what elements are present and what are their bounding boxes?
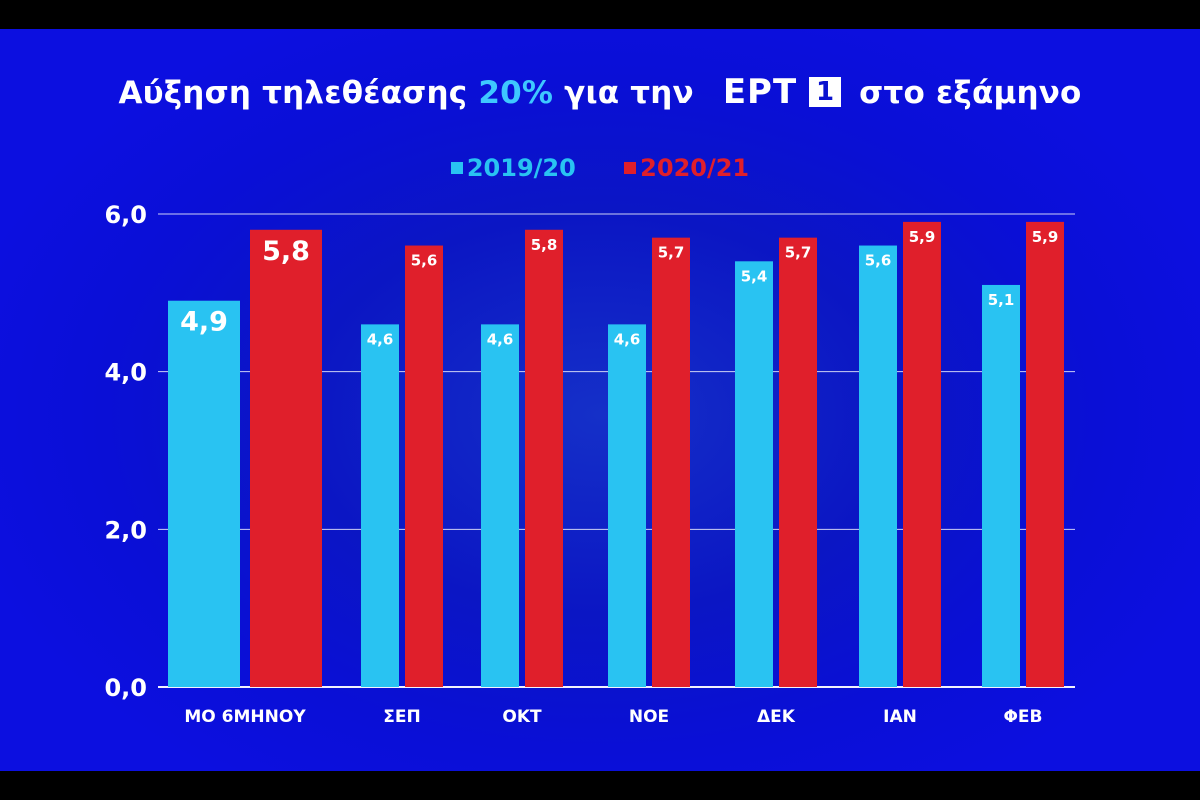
legend-label-2020-21: 2020/21 (640, 154, 750, 182)
x-tick-label: ΜΟ 6ΜΗΝΟΥ (184, 707, 306, 727)
y-tick-label: 0,0 (104, 674, 147, 702)
bar (903, 221, 941, 687)
data-label: 5,6 (411, 252, 438, 270)
y-tick-label: 6,0 (104, 201, 147, 229)
y-tick-label: 4,0 (104, 359, 147, 387)
ert-logo-text: ΕΡΤ (722, 72, 798, 112)
bar (652, 237, 690, 687)
ert-logo-box: 1 (809, 77, 842, 107)
x-tick-label: ΔΕΚ (757, 707, 796, 727)
title-prefix: Αύξηση τηλεθέασης (118, 75, 468, 111)
title-middle: για την (564, 75, 694, 111)
data-label: 4,6 (614, 330, 641, 348)
data-label: 5,4 (741, 267, 768, 285)
data-label: 5,9 (909, 228, 936, 246)
data-label: 5,7 (658, 244, 685, 262)
bar (859, 245, 897, 688)
bar (779, 237, 817, 687)
data-label: 5,6 (865, 252, 892, 270)
title-suffix: στο εξάμηνο (859, 75, 1082, 111)
data-label: 5,8 (262, 236, 310, 267)
legend-item-2020-21: 2020/21 (624, 154, 749, 182)
bar (1026, 221, 1064, 687)
chart-title: Αύξηση τηλεθέασης 20% για την ΕΡΤ 1 στο εξ… (0, 72, 1200, 112)
bar (361, 324, 399, 687)
x-tick-label: ΙΑΝ (883, 707, 917, 727)
x-tick-label: ΟΚΤ (502, 707, 542, 727)
bar (250, 229, 322, 687)
bar (982, 284, 1020, 687)
data-label: 5,8 (531, 236, 558, 254)
data-label: 5,9 (1032, 228, 1059, 246)
x-tick-label: ΦΕΒ (1003, 707, 1042, 727)
x-tick-label: ΣΕΠ (383, 707, 420, 727)
legend-swatch-2019-20 (450, 162, 463, 174)
legend-item-2019-20: 2019/20 (450, 154, 576, 182)
bar (481, 324, 519, 687)
legend-swatch-2020-21 (624, 162, 637, 174)
data-label: 4,6 (487, 330, 514, 348)
data-label: 5,1 (988, 291, 1015, 309)
bar (405, 245, 443, 688)
bar (735, 261, 773, 687)
data-label: 5,7 (785, 244, 812, 262)
y-tick-label: 2,0 (104, 516, 147, 544)
legend-label-2019-20: 2019/20 (466, 154, 576, 182)
x-tick-label: ΝΟΕ (629, 707, 669, 727)
legend: 2019/20 2020/21 (0, 154, 1200, 182)
bar (525, 229, 563, 687)
bar (608, 324, 646, 687)
bar (168, 300, 240, 687)
data-label: 4,6 (367, 330, 394, 348)
title-highlight: 20% (478, 75, 554, 111)
data-label: 4,9 (180, 307, 228, 338)
